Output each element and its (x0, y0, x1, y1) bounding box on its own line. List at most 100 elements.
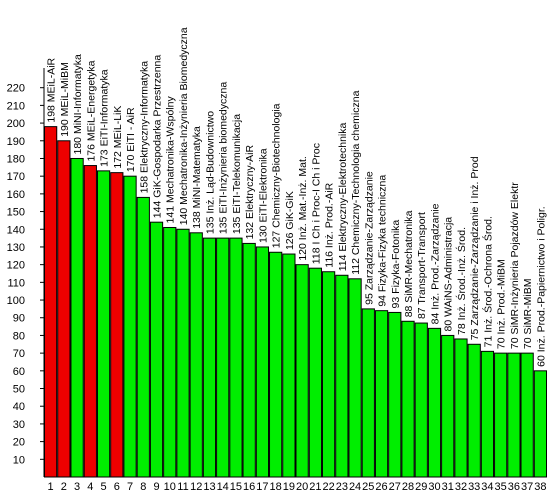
x-tick-label: 7 (127, 481, 133, 493)
bar-5 (96, 170, 111, 478)
x-tick-label: 5 (101, 481, 107, 493)
bar-data-label: 88 SiMR-Mechatronika (403, 210, 415, 317)
bar-data-label: 116 Inż. Prod.-AiR (324, 182, 336, 267)
bar-34 (480, 350, 495, 478)
x-tick-label: 8 (140, 481, 146, 493)
bar-28 (401, 320, 415, 478)
x-tick-label: 20 (296, 481, 308, 493)
bar-data-label: 158 Elektryczny-Informatyka (138, 61, 150, 194)
bar-data-label: 70 SiMR-MiBM (522, 279, 534, 350)
bar-labels: 198 MEiL-AiR 190 MEiL-MiBM 180 MiNI-Inform… (46, 27, 548, 367)
bar-data-label: 94 Fizyka-Fizyka techniczna (377, 175, 389, 307)
bar-26 (374, 310, 389, 478)
x-tick-label: 17 (256, 481, 268, 493)
y-tick-label: 150 (7, 207, 25, 219)
bar-data-label: 126 GiK-GiK (284, 191, 296, 250)
bar-18 (269, 251, 283, 478)
bar-23 (335, 274, 349, 478)
bar-data-label: 75 Zarządzanie-Zarządzanie i Inż. Prod (469, 156, 481, 340)
bar-3 (70, 157, 84, 478)
x-tick-label: 4 (87, 481, 93, 493)
bar-data-label: 132 Elektryczny-AiR (244, 144, 256, 239)
bar-data-label: 95 Zarządzanie-Zarządzanie (363, 171, 375, 305)
y-tick-label: 140 (7, 224, 25, 236)
x-tick-label: 6 (114, 481, 120, 493)
x-tick-label: 28 (402, 481, 414, 493)
y-tick-label: 70 (13, 348, 25, 360)
x-tick-label: 22 (322, 481, 334, 493)
bar-4 (83, 165, 97, 478)
bar-data-label: 130 EiTI-Elektronika (257, 148, 269, 243)
bars (44, 126, 548, 478)
x-tick-label: 27 (389, 481, 401, 493)
bar-32 (454, 338, 468, 478)
bar-data-label: 135 EiTI-Inżynieria biomedyczna (218, 82, 230, 234)
bar-data-label: 60 Inż. Prod.-Papiernictwo i Poligr. (535, 206, 547, 367)
bar-data-label: 140 Mechatronika-Inżynieria Biomedyczna (178, 27, 190, 225)
bar-38 (533, 370, 548, 478)
bar-data-label: 118 I Ch i Proc-I Ch i Proc (310, 143, 322, 264)
bar-data-label: 138 MiNI-Matematyka (191, 126, 203, 229)
bar-13 (202, 237, 217, 478)
bar-15 (229, 237, 243, 478)
bar-2 (57, 140, 71, 478)
bar-37 (520, 352, 534, 478)
x-tick-label: 14 (217, 481, 229, 493)
bar-6 (110, 172, 124, 478)
x-tick-label: 37 (521, 481, 533, 493)
x-tick-label: 29 (415, 481, 427, 493)
x-tick-label: 9 (153, 481, 159, 493)
y-tick-label: 30 (13, 419, 25, 431)
y-tick-label: 200 (7, 118, 25, 130)
y-tick-label: 10 (13, 454, 25, 466)
bar-data-label: 144 GiK-Gospodarka Przestrzenna (152, 55, 164, 219)
y-tick-label: 80 (13, 330, 25, 342)
x-tick-label: 11 (177, 481, 188, 493)
bar-31 (441, 334, 455, 478)
x-tick-label: 24 (349, 481, 361, 493)
y-tick-label: 40 (13, 401, 25, 413)
bar-19 (282, 253, 296, 478)
x-tick-label: 15 (230, 481, 242, 493)
y-tick-label: 120 (7, 260, 25, 272)
bar-data-label: 170 EiTI - AiR (125, 107, 137, 172)
bar-data-label: 78 Inż. Środ.-Inż. Środ. (455, 227, 468, 335)
bar-data-label: 112 Chemiczny-Technologia chemiczna (350, 90, 362, 274)
bar-data-label: 135 Inż. Ląd-Budownictwo (204, 111, 216, 234)
bar-27 (388, 311, 402, 478)
x-axis: 1 2 3 4 5 6 7 8 9 10 11 12 13 14 15 16 17 18 19 20 21 22 23 24 2… (44, 476, 547, 493)
bar-data-label: 70 Inż. Prod.-MiBM (496, 259, 508, 349)
bar-29 (414, 322, 428, 478)
x-tick-label: 32 (455, 481, 467, 493)
y-tick-label: 180 (7, 153, 25, 165)
x-tick-label: 18 (270, 481, 282, 493)
bar-data-label: 114 Elektryczny-Elektrotechnika (337, 122, 349, 271)
y-tick-label: 100 (7, 295, 25, 307)
bar-data-label: 93 Fizyka-Fotonika (390, 220, 402, 309)
y-tick-label: 220 (7, 83, 25, 95)
x-tick-label: 13 (203, 481, 215, 493)
x-tick-label: 2 (61, 481, 67, 493)
bar-9 (149, 221, 164, 478)
x-tick-label: 3 (74, 481, 80, 493)
bar-1 (44, 126, 58, 478)
x-tick-label: 12 (190, 481, 202, 493)
x-tick-label: 19 (283, 481, 295, 493)
x-tick-label: 35 (495, 481, 507, 493)
bar-data-label: 70 SiMR-Inżynieria Pojazdów Elektr (509, 182, 521, 349)
x-tick-label: 36 (508, 481, 520, 493)
bar-11 (176, 228, 190, 478)
y-tick-label: 20 (13, 437, 25, 449)
bar-20 (295, 264, 309, 478)
x-tick-label: 23 (336, 481, 348, 493)
y-tick-label: 190 (7, 136, 25, 148)
bar-data-label: 173 EiTI-Informatyka (99, 69, 111, 167)
bar-36 (507, 352, 521, 478)
bar-data-label: 71 Inż. Środ.-Ochrona Środ. (481, 216, 494, 347)
x-tick-label: 1 (48, 481, 54, 493)
bar-12 (189, 232, 203, 478)
bar-data-label: 120 Inż. Mat.-Inż. Mat. (297, 156, 309, 260)
y-tick-label: 110 (7, 277, 25, 289)
bar-data-label: 84 Inż. Prod.-Zarządzanie (429, 203, 441, 324)
